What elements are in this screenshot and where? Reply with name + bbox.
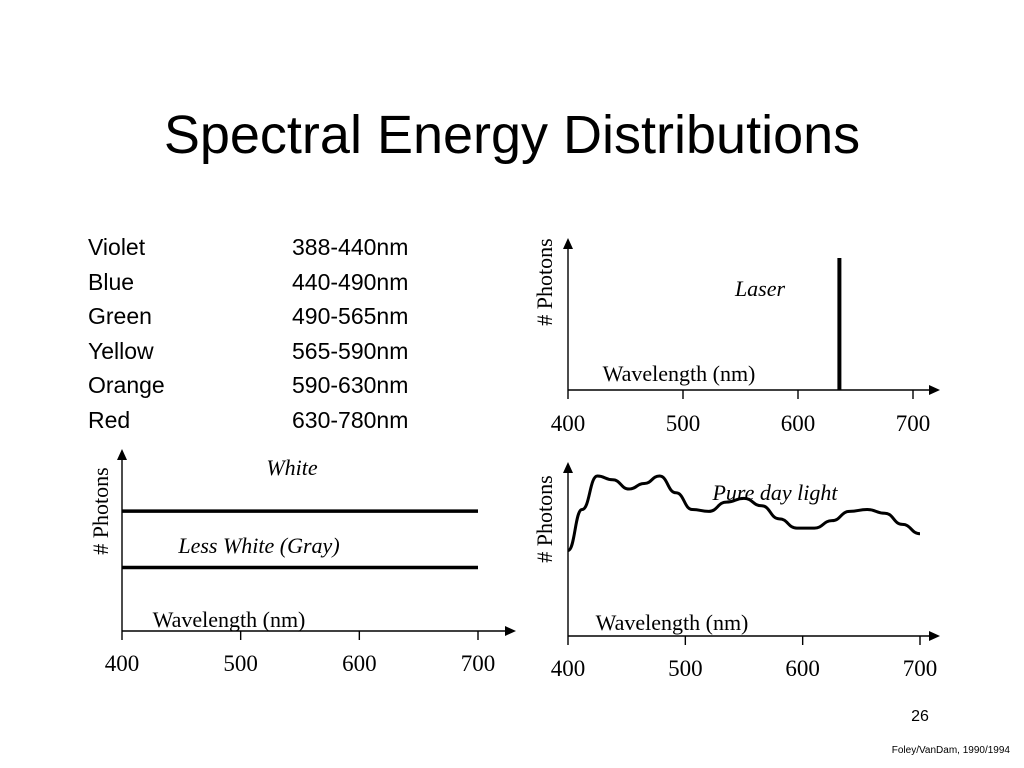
y-axis-arrow-icon — [563, 462, 573, 473]
color-band-row: Red 630-780nm — [88, 403, 452, 438]
x-tick-label: 500 — [666, 411, 701, 436]
y-axis-label: # Photons — [532, 475, 557, 562]
color-band-name: Violet — [88, 234, 146, 260]
x-axis-label: Wavelength (nm) — [596, 610, 749, 635]
x-axis-arrow-icon — [929, 385, 940, 395]
y-axis-label: # Photons — [88, 467, 113, 554]
series-line-daylight — [567, 474, 921, 552]
color-band-name: Green — [88, 303, 152, 329]
x-tick-label: 700 — [903, 656, 938, 681]
color-band-name: Red — [88, 406, 131, 433]
annotation-label: Less White (Gray) — [177, 533, 339, 558]
annotation-label: White — [266, 455, 318, 480]
x-tick-label: 400 — [105, 651, 140, 676]
y-axis-arrow-icon — [563, 238, 573, 249]
x-axis-label: Wavelength (nm) — [603, 361, 756, 386]
color-band-name: Yellow — [88, 337, 154, 364]
color-band-range: 440-490nm — [292, 268, 409, 295]
x-tick-label: 700 — [461, 651, 496, 676]
color-band-row: Yellow 565-590nm — [88, 334, 452, 369]
x-axis-label: Wavelength (nm) — [153, 607, 306, 632]
color-band-table: Violet 388-440nm Blue 440-490nm Green 49… — [88, 230, 452, 437]
color-band-row: Green 490-565nm — [88, 299, 452, 334]
page-number: 26 — [911, 708, 929, 725]
x-tick-label: 600 — [342, 651, 377, 676]
x-axis-arrow-icon — [929, 631, 940, 641]
color-band-row: Violet 388-440nm — [88, 230, 452, 265]
x-tick-label: 600 — [781, 411, 816, 436]
x-tick-label: 700 — [896, 411, 931, 436]
x-axis-arrow-icon — [505, 626, 516, 636]
x-tick-label: 400 — [551, 656, 586, 681]
slide-title: Spectral Energy Distributions — [163, 105, 861, 165]
annotation-label: Laser — [734, 276, 786, 301]
y-axis-arrow-icon — [117, 449, 127, 460]
y-axis-label: # Photons — [532, 238, 557, 325]
x-tick-label: 500 — [668, 656, 703, 681]
color-band-name: Blue — [88, 268, 135, 295]
color-band-range: 590-630nm — [292, 372, 409, 398]
color-band-name: Orange — [88, 372, 165, 398]
annotation-label: Pure day light — [711, 480, 838, 505]
credit-text: Foley/VanDam, 1990/1994 — [891, 745, 1010, 756]
x-tick-label: 400 — [551, 411, 586, 436]
color-band-range: 565-590nm — [292, 337, 409, 364]
color-band-range: 388-440nm — [292, 234, 409, 260]
color-band-range: 630-780nm — [292, 406, 409, 433]
color-band-range: 490-565nm — [292, 303, 409, 329]
x-tick-label: 600 — [785, 656, 820, 681]
x-tick-label: 500 — [223, 651, 258, 676]
color-band-row: Blue 440-490nm — [88, 265, 452, 300]
color-band-row: Orange 590-630nm — [88, 368, 452, 403]
